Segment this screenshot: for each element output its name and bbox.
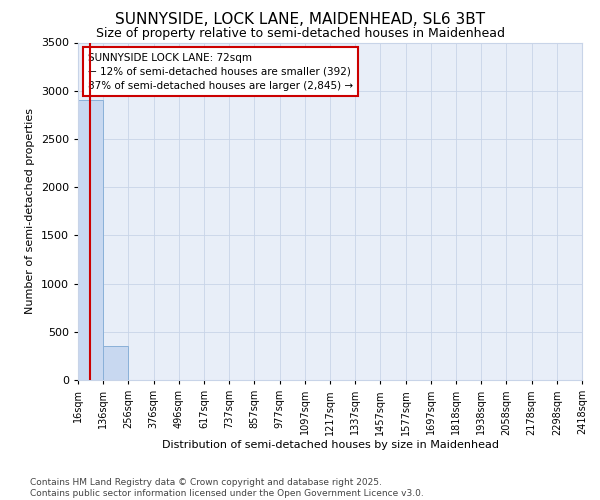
Text: Contains HM Land Registry data © Crown copyright and database right 2025.
Contai: Contains HM Land Registry data © Crown c… [30, 478, 424, 498]
Bar [78, 100, 103, 380]
Text: Size of property relative to semi-detached houses in Maidenhead: Size of property relative to semi-detach… [95, 28, 505, 40]
Bar [103, 346, 128, 380]
Text: SUNNYSIDE LOCK LANE: 72sqm
← 12% of semi-detached houses are smaller (392)
87% o: SUNNYSIDE LOCK LANE: 72sqm ← 12% of semi… [88, 52, 353, 90]
Text: SUNNYSIDE, LOCK LANE, MAIDENHEAD, SL6 3BT: SUNNYSIDE, LOCK LANE, MAIDENHEAD, SL6 3B… [115, 12, 485, 28]
Y-axis label: Number of semi-detached properties: Number of semi-detached properties [25, 108, 35, 314]
X-axis label: Distribution of semi-detached houses by size in Maidenhead: Distribution of semi-detached houses by … [161, 440, 499, 450]
